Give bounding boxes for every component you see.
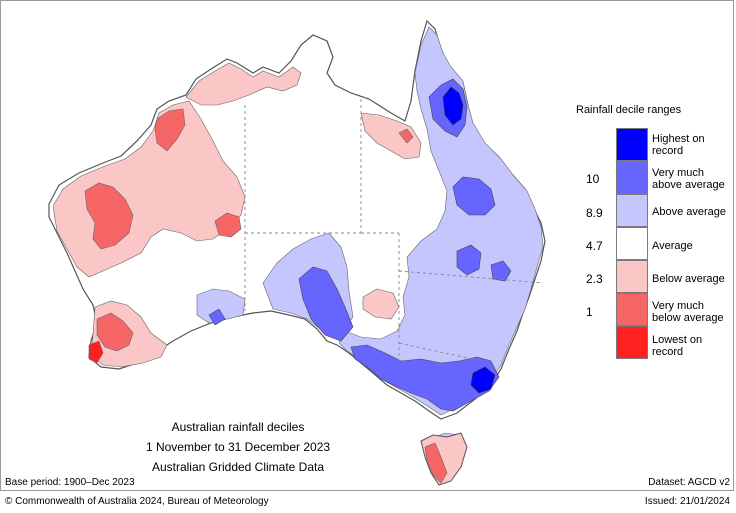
lowest-on-record-sw — [88, 340, 104, 364]
tasmania-very-much-below — [424, 442, 448, 484]
legend-label-very-much-above-line1: Very much — [652, 167, 704, 179]
state-borders — [244, 99, 544, 362]
legend-threshold-10: 10 — [586, 172, 600, 186]
very-much-below-kimberley — [154, 108, 186, 152]
very-much-above-qld-inland — [456, 244, 482, 276]
legend-label-average: Average — [652, 240, 693, 252]
very-much-below-sw — [96, 312, 134, 352]
legend-label-very-much-below: Very much below average — [652, 300, 732, 324]
very-much-below-gulf — [398, 128, 414, 144]
above-average-nullarbor — [196, 288, 246, 324]
base-period: Base period: 1900–Dec 2023 — [5, 477, 135, 488]
legend-threshold-2-3: 2.3 — [586, 272, 603, 286]
legend-label-highest: Highest on record — [652, 133, 732, 157]
highest-on-record-far-north-qld — [442, 86, 464, 126]
legend-threshold-1: 1 — [586, 305, 593, 319]
above-average-east — [338, 26, 544, 416]
legend-swatch-highest — [616, 128, 648, 161]
highest-on-record-vic — [470, 366, 496, 394]
caption-period: 1 November to 31 December 2023 — [145, 440, 331, 454]
very-much-above-nsw — [490, 260, 512, 282]
legend-label-very-much-below-line2: below average — [652, 312, 724, 324]
legend-swatch-very-much-above — [616, 161, 648, 194]
very-much-above-se — [350, 344, 500, 412]
dataset-label: Dataset: AGCD v2 — [648, 477, 730, 488]
legend-label-very-much-below-line1: Very much — [652, 300, 704, 312]
legend-label-highest-line1: Highest on — [652, 133, 705, 145]
legend-label-above: Above average — [652, 206, 726, 218]
legend-label-lowest: Lowest on record — [652, 334, 732, 358]
legend-label-very-much-above: Very much above average — [652, 167, 732, 191]
very-much-above-qld-central — [452, 176, 496, 216]
map-frame — [0, 0, 734, 491]
very-much-below-pilbara — [84, 182, 134, 250]
legend-swatch-above — [616, 194, 648, 227]
legend-threshold-4-7: 4.7 — [586, 239, 603, 253]
very-much-above-wa-small — [208, 308, 226, 326]
caption-title: Australian rainfall deciles — [171, 420, 305, 434]
below-average-cape-york-south — [360, 112, 422, 160]
legend-swatch-very-much-below — [616, 293, 648, 326]
legend-label-very-much-above-line2: above average — [652, 179, 725, 191]
legend-label-highest-line2: record — [652, 145, 684, 157]
legend-threshold-8-9: 8.9 — [586, 206, 603, 220]
caption-dataset: Australian Gridded Climate Data — [151, 460, 325, 474]
australia-rainfall-map — [48, 19, 546, 486]
legend-label-lowest-line1: Lowest on — [652, 334, 703, 346]
below-average-kimberley — [185, 62, 302, 106]
legend-label-below: Below average — [652, 273, 725, 285]
legend-swatch-below — [616, 260, 648, 293]
below-average-sa — [362, 288, 400, 320]
copyright: © Commonwealth of Australia 2024, Bureau… — [5, 496, 269, 507]
issued-date: Issued: 21/01/2024 — [644, 496, 730, 507]
legend-swatch-lowest — [616, 326, 648, 359]
legend-title: Rainfall decile ranges — [576, 104, 682, 116]
legend-label-lowest-line2: record — [652, 346, 684, 358]
very-much-above-sa-gulf — [298, 266, 354, 342]
legend-swatch-average — [616, 227, 648, 260]
very-much-below-central — [214, 212, 242, 238]
